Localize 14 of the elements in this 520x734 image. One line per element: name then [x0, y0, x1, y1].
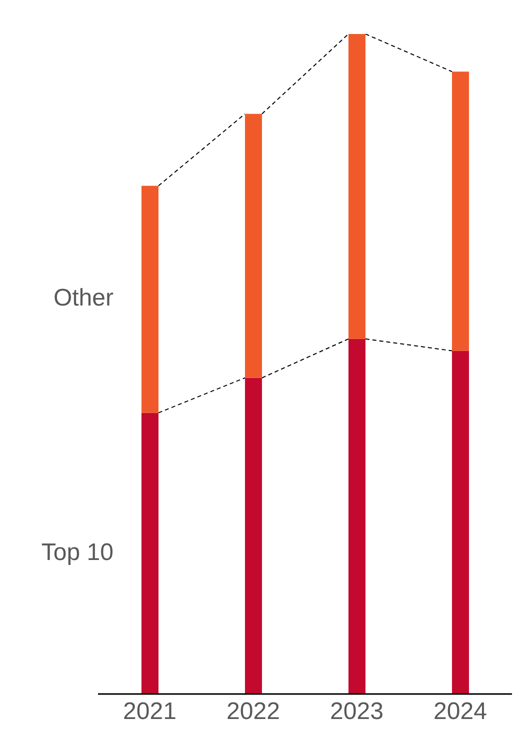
x-tick-label: 2023: [330, 698, 384, 726]
bar: [452, 72, 469, 351]
bar: [348, 338, 366, 694]
bar: [348, 34, 366, 339]
bar: [141, 412, 158, 694]
bar: [244, 378, 262, 694]
series-label: Top 10: [41, 538, 114, 566]
series-label: Other: [53, 284, 114, 312]
x-tick-label: 2024: [434, 698, 487, 726]
bar: [452, 350, 469, 694]
bar: [244, 114, 262, 378]
bar: [141, 186, 158, 413]
x-tick-label: 2021: [123, 698, 176, 726]
x-tick-label: 2022: [226, 698, 280, 726]
